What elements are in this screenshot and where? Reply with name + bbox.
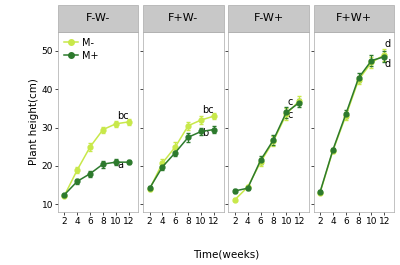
Text: F-W-: F-W- bbox=[86, 13, 110, 23]
Text: F+W-: F+W- bbox=[168, 13, 198, 23]
Text: c: c bbox=[288, 111, 293, 120]
Text: F-W+: F-W+ bbox=[254, 13, 284, 23]
Text: Time(weeks): Time(weeks) bbox=[193, 250, 259, 260]
Text: c: c bbox=[288, 96, 293, 107]
Y-axis label: Plant height(cm): Plant height(cm) bbox=[29, 78, 39, 165]
Text: d: d bbox=[385, 39, 391, 49]
Text: bc: bc bbox=[117, 111, 129, 121]
Legend: M-, M+: M-, M+ bbox=[63, 37, 100, 61]
Text: b: b bbox=[202, 129, 209, 138]
Text: F+W+: F+W+ bbox=[336, 13, 372, 23]
Text: bc: bc bbox=[202, 105, 214, 115]
Text: d: d bbox=[385, 59, 391, 69]
Text: a: a bbox=[117, 160, 123, 170]
